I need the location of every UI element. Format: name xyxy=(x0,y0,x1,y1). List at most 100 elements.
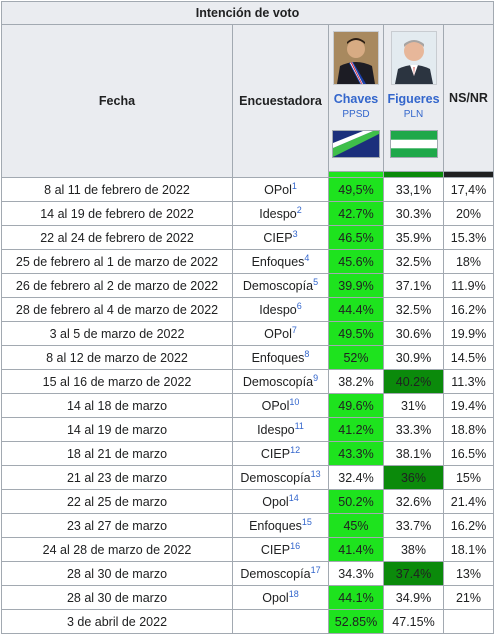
cell-chaves: 46.5% xyxy=(328,225,384,250)
cell-chaves: 45.6% xyxy=(328,249,384,274)
cell-nsnr: 16.2% xyxy=(443,513,494,538)
cell-figueres: 32.5% xyxy=(383,249,444,274)
reference-link[interactable]: 13 xyxy=(310,468,321,479)
reference-link[interactable]: 18 xyxy=(288,588,299,599)
table-row: 25 de febrero al 1 de marzo de 2022 Enfoq… xyxy=(1,249,494,274)
cell-fecha: 14 al 18 de marzo xyxy=(1,393,233,418)
cell-nsnr: 19.9% xyxy=(443,321,494,346)
table-row: 18 al 21 de marzo CIEP12 43.3% 38.1% 16.5% xyxy=(1,441,494,466)
table-row: 8 al 12 de marzo de 2022 Enfoques8 52% 30.9… xyxy=(1,345,494,370)
reference-link[interactable]: 4 xyxy=(304,252,310,263)
reference-link[interactable]: 15 xyxy=(301,516,312,527)
cell-encuestadora: Demoscopía13 xyxy=(232,465,329,490)
reference-link[interactable]: 7 xyxy=(291,324,297,335)
party-name-figueres[interactable]: PLN xyxy=(403,109,424,120)
cell-nsnr: 15% xyxy=(443,465,494,490)
cell-chaves: 41.2% xyxy=(328,417,384,442)
cell-fecha: 8 al 11 de febrero de 2022 xyxy=(1,177,233,202)
cell-fecha: 26 de febrero al 2 de marzo de 2022 xyxy=(1,273,233,298)
cell-encuestadora: Idespo6 xyxy=(232,297,329,322)
pollster-link[interactable]: Demoscopía xyxy=(242,278,314,293)
cell-chaves: 34.3% xyxy=(328,561,384,586)
cell-figueres: 40.2% xyxy=(383,369,444,394)
cell-encuestadora: Enfoques8 xyxy=(232,345,329,370)
pollster-link[interactable]: Enfoques xyxy=(251,350,305,365)
cell-fecha: 3 de abril de 2022 xyxy=(1,609,233,634)
reference-link[interactable]: 5 xyxy=(313,276,319,287)
pollster-link[interactable]: Opol xyxy=(262,494,289,509)
cell-figueres: 36% xyxy=(383,465,444,490)
cell-figueres: 31% xyxy=(383,393,444,418)
cell-fecha: 25 de febrero al 1 de marzo de 2022 xyxy=(1,249,233,274)
reference-link[interactable]: 2 xyxy=(296,204,302,215)
table-row: 8 al 11 de febrero de 2022 OPol1 49,5% 33,1… xyxy=(1,177,494,202)
table-row: 24 al 28 de marzo de 2022 CIEP16 41.4% 38% 1… xyxy=(1,537,494,562)
table-row: 28 al 30 de marzo Demoscopía17 34.3% 37.4% 1… xyxy=(1,561,494,586)
cell-encuestadora: Demoscopía17 xyxy=(232,561,329,586)
cell-nsnr: 16.2% xyxy=(443,297,494,322)
table-row: 28 de febrero al 4 de marzo de 2022 Idesp… xyxy=(1,297,494,322)
cell-fecha: 18 al 21 de marzo xyxy=(1,441,233,466)
cell-nsnr: 13% xyxy=(443,561,494,586)
cell-figueres: 35.9% xyxy=(383,225,444,250)
table-row: 14 al 18 de marzo OPol10 49.6% 31% 19.4% xyxy=(1,393,494,418)
cell-fecha: 14 al 19 de febrero de 2022 xyxy=(1,201,233,226)
pollster-link[interactable]: Demoscopía xyxy=(240,566,311,581)
cell-figueres: 30.6% xyxy=(383,321,444,346)
candidate-name-chaves[interactable]: Chaves xyxy=(333,92,379,106)
cell-fecha: 22 al 24 de febrero de 2022 xyxy=(1,225,233,250)
reference-link[interactable]: 3 xyxy=(292,228,298,239)
cell-fecha: 28 de febrero al 4 de marzo de 2022 xyxy=(1,297,233,322)
cell-encuestadora xyxy=(232,609,329,634)
pollster-link[interactable]: Opol xyxy=(262,590,289,605)
cell-encuestadora: Idespo11 xyxy=(232,417,329,442)
reference-link[interactable]: 1 xyxy=(291,180,297,191)
cell-nsnr: 11.3% xyxy=(443,369,494,394)
reference-link[interactable]: 14 xyxy=(288,492,299,503)
cell-chaves: 49,5% xyxy=(328,177,384,202)
cell-figueres: 37.1% xyxy=(383,273,444,298)
reference-link[interactable]: 10 xyxy=(289,396,300,407)
pollster-link[interactable]: Enfoques xyxy=(251,254,305,269)
cell-chaves: 49.5% xyxy=(328,321,384,346)
pollster-link[interactable]: CIEP xyxy=(260,542,291,557)
reference-link[interactable]: 8 xyxy=(304,348,310,359)
reference-link[interactable]: 9 xyxy=(313,372,319,383)
cell-nsnr: 21.4% xyxy=(443,489,494,514)
table-title: Intención de voto xyxy=(1,1,494,25)
cell-chaves: 38.2% xyxy=(328,369,384,394)
cell-figueres: 47.15% xyxy=(383,609,444,634)
table-row: 3 de abril de 2022 52.85% 47.15% xyxy=(1,609,494,634)
cell-chaves: 52.85% xyxy=(328,609,384,634)
cell-figueres: 38% xyxy=(383,537,444,562)
cell-figueres: 32.5% xyxy=(383,297,444,322)
candidate-photo-chaves[interactable] xyxy=(333,31,379,85)
table-row: 22 al 24 de febrero de 2022 CIEP3 46.5% 35.… xyxy=(1,225,494,250)
reference-link[interactable]: 16 xyxy=(290,540,301,551)
pollster-link[interactable]: Demoscopía xyxy=(240,470,311,485)
pollster-link[interactable]: Demoscopía xyxy=(242,374,314,389)
table-row: 28 al 30 de marzo Opol18 44.1% 34.9% 21% xyxy=(1,585,494,610)
cell-encuestadora: Enfoques15 xyxy=(232,513,329,538)
pollster-link[interactable]: OPol xyxy=(261,398,290,413)
pollster-link[interactable]: OPol xyxy=(264,326,292,341)
candidate-photo-figueres[interactable] xyxy=(390,31,437,85)
pollster-link[interactable]: Enfoques xyxy=(249,518,302,533)
reference-link[interactable]: 17 xyxy=(310,564,321,575)
candidate-name-figueres[interactable]: Figueres xyxy=(387,92,440,106)
party-name-chaves[interactable]: PPSD xyxy=(342,109,370,120)
pollster-link[interactable]: Idespo xyxy=(257,422,295,437)
reference-link[interactable]: 6 xyxy=(296,300,302,311)
reference-link[interactable]: 11 xyxy=(294,420,304,431)
pollster-link[interactable]: Idespo xyxy=(259,206,297,221)
reference-link[interactable]: 12 xyxy=(290,444,301,455)
column-header-fecha: Fecha xyxy=(1,24,233,178)
pollster-link[interactable]: CIEP xyxy=(263,230,293,245)
pollster-link[interactable]: CIEP xyxy=(260,446,291,461)
pollster-link[interactable]: Idespo xyxy=(259,302,297,317)
pollster-link[interactable]: OPol xyxy=(264,182,292,197)
table-row: 3 al 5 de marzo de 2022 OPol7 49.5% 30.6% 19… xyxy=(1,321,494,346)
cell-nsnr: 11.9% xyxy=(443,273,494,298)
cell-nsnr xyxy=(443,609,494,634)
cell-figueres: 32.6% xyxy=(383,489,444,514)
